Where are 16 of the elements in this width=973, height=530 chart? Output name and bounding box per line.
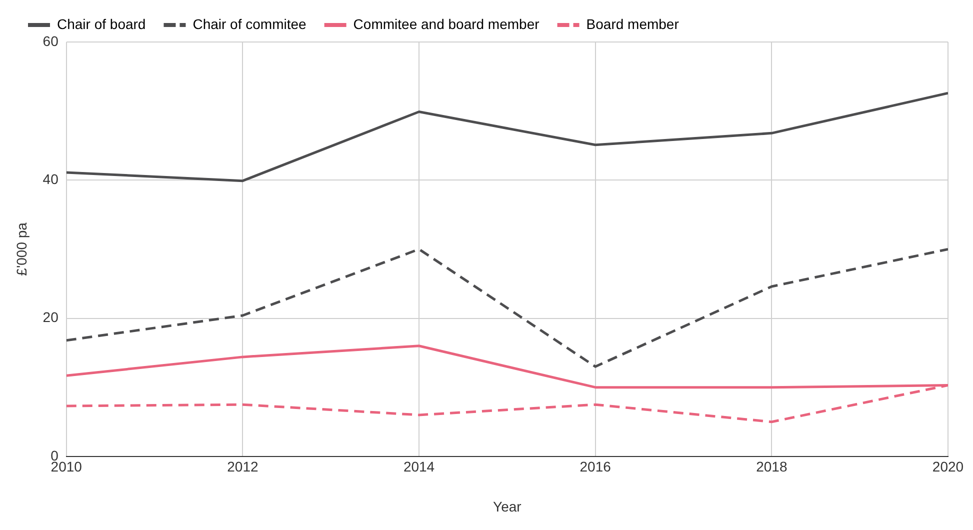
legend-label: Chair of commitee [192, 16, 307, 32]
x-tick-label: 2014 [403, 458, 435, 475]
y-tick-label: 60 [42, 32, 59, 49]
legend-label: Chair of board [57, 16, 146, 32]
y-tick-label: 40 [42, 170, 59, 187]
x-axis-title: Year [493, 498, 522, 514]
legend-label: Board member [586, 16, 680, 32]
line-series [66, 248, 948, 368]
y-axis-title: £'000 pa [13, 222, 30, 276]
x-tick-label: 2012 [227, 458, 258, 475]
y-tick-label: 20 [42, 309, 59, 326]
y-tick-label: 0 [50, 447, 59, 464]
x-tick-label: 2018 [756, 458, 788, 475]
x-tick-label: 2016 [580, 458, 612, 475]
x-tick-label: 2020 [932, 458, 964, 475]
legend-label: Commitee and board member [353, 16, 540, 32]
